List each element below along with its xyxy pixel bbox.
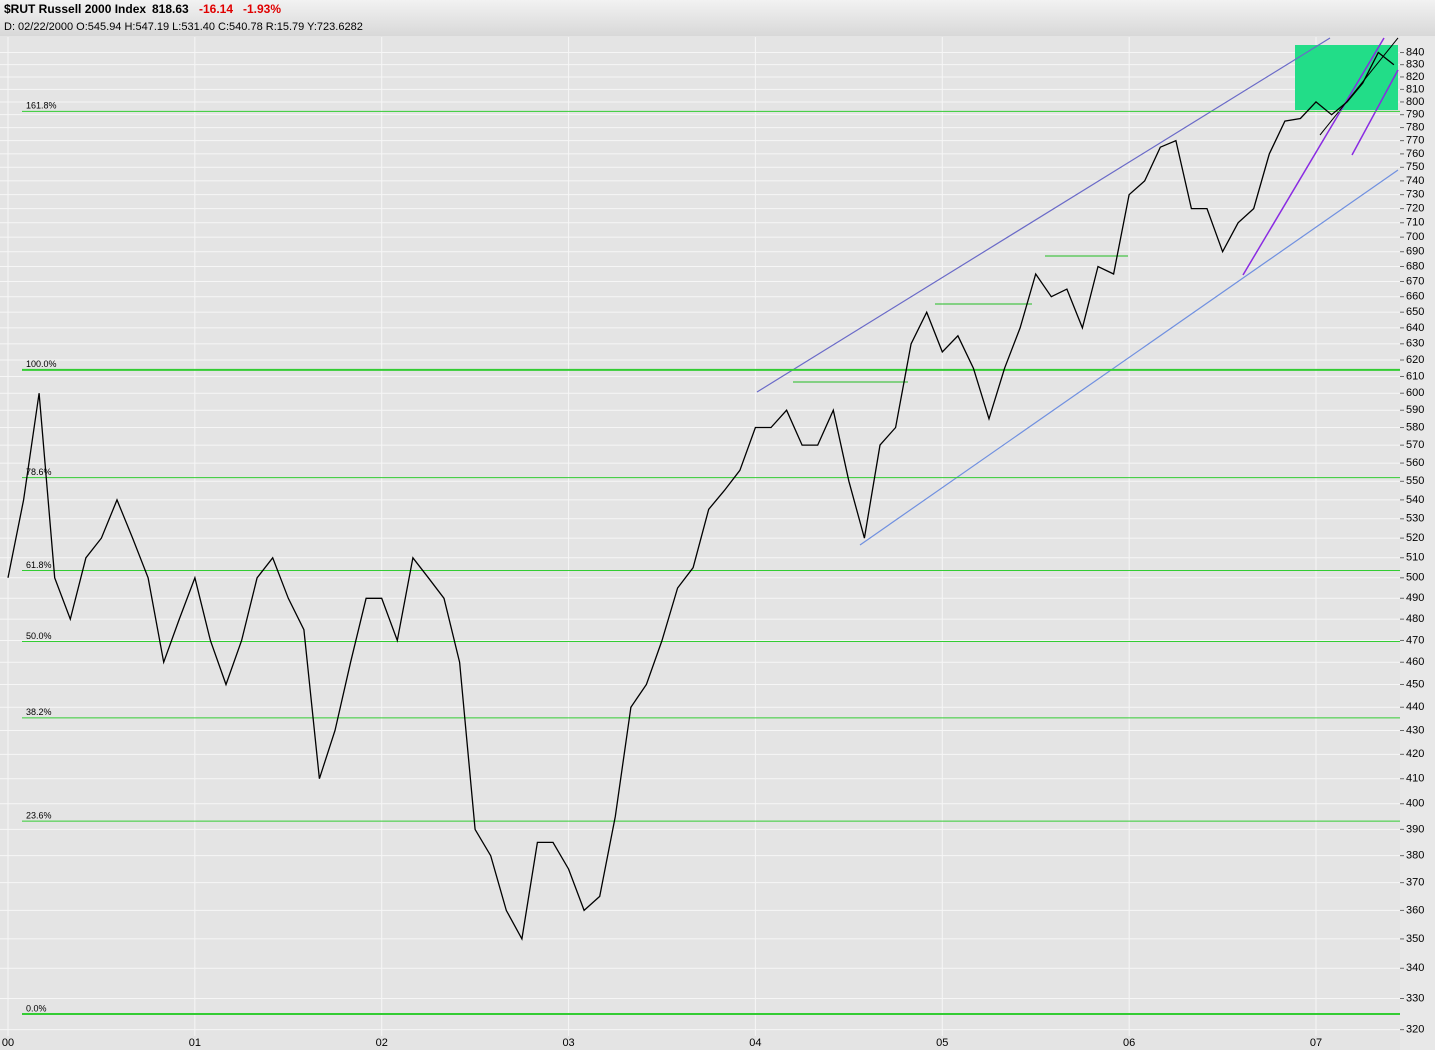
y-tick-label: 780 [1406, 121, 1424, 133]
x-tick-label: 02 [376, 1037, 388, 1049]
y-tick-label: 440 [1406, 701, 1424, 713]
y-tick-label: 790 [1406, 109, 1424, 121]
fib-label: 161.8% [26, 101, 57, 111]
x-tick-label: 07 [1310, 1037, 1322, 1049]
y-tick-label: 540 [1406, 494, 1424, 506]
y-tick-label: 530 [1406, 513, 1424, 525]
ohlc-info: D: 02/22/2000 O:545.94 H:547.19 L:531.40… [4, 21, 363, 33]
fib-label: 0.0% [26, 1003, 47, 1013]
y-tick-label: 570 [1406, 439, 1424, 451]
y-tick-label: 350 [1406, 933, 1424, 945]
y-tick-label: 630 [1406, 338, 1424, 350]
price-line [7, 51, 1395, 941]
y-tick-label: 740 [1406, 175, 1424, 187]
price-change-pct: -1.93% [243, 2, 281, 16]
y-tick-label: 750 [1406, 161, 1424, 173]
y-tick-label: 340 [1406, 962, 1424, 974]
fib-label: 23.6% [26, 810, 52, 820]
chart-title: $RUT Russell 2000 Index [4, 2, 146, 16]
y-tick-label: 370 [1406, 877, 1424, 889]
fib-label: 61.8% [26, 560, 52, 570]
y-tick-label: 720 [1406, 203, 1424, 215]
y-tick-label: 760 [1406, 148, 1424, 160]
y-tick-label: 650 [1406, 306, 1424, 318]
y-tick-label: 580 [1406, 421, 1424, 433]
x-tick-label: 04 [749, 1037, 761, 1049]
y-tick-label: 380 [1406, 850, 1424, 862]
y-tick-label: 610 [1406, 370, 1424, 382]
header-bar [0, 0, 1435, 36]
y-tick-label: 770 [1406, 135, 1424, 147]
y-tick-label: 520 [1406, 532, 1424, 544]
y-tick-label: 620 [1406, 354, 1424, 366]
y-tick-label: 330 [1406, 992, 1424, 1004]
y-tick-label: 840 [1406, 46, 1424, 58]
fib-label: 38.2% [26, 707, 52, 717]
y-tick-label: 390 [1406, 823, 1424, 835]
y-tick-label: 320 [1406, 1024, 1424, 1036]
y-tick-label: 470 [1406, 634, 1424, 646]
y-tick-label: 360 [1406, 904, 1424, 916]
highlight-box [1295, 45, 1398, 110]
y-tick-label: 690 [1406, 246, 1424, 258]
y-tick-label: 460 [1406, 656, 1424, 668]
y-tick-label: 500 [1406, 572, 1424, 584]
trend-line [756, 37, 1331, 393]
y-axis-area [1400, 36, 1435, 1050]
y-tick-label: 490 [1406, 592, 1424, 604]
y-tick-label: 430 [1406, 724, 1424, 736]
fib-label: 100.0% [26, 359, 57, 369]
y-tick-label: 600 [1406, 387, 1424, 399]
trend-line [1242, 37, 1385, 276]
y-tick-label: 420 [1406, 748, 1424, 760]
y-tick-label: 640 [1406, 322, 1424, 334]
y-tick-label: 830 [1406, 59, 1424, 71]
x-tick-label: 00 [2, 1037, 14, 1049]
y-tick-label: 820 [1406, 71, 1424, 83]
y-tick-label: 660 [1406, 291, 1424, 303]
drawings [756, 37, 1399, 546]
y-tick-label: 400 [1406, 798, 1424, 810]
grid [0, 37, 1400, 1036]
x-tick-label: 03 [562, 1037, 574, 1049]
fib-levels: 161.8% 100.0% 78.6% 61.8% 50.0% 38.2% 23.6% 0.0… [22, 101, 1400, 1015]
y-tick-label: 590 [1406, 404, 1424, 416]
y-tick-label: 510 [1406, 552, 1424, 564]
y-tick-label: 730 [1406, 189, 1424, 201]
fib-label: 50.0% [26, 631, 52, 641]
y-tick-label: 810 [1406, 83, 1424, 95]
x-tick-label: 01 [189, 1037, 201, 1049]
y-tick-label: 700 [1406, 231, 1424, 243]
fib-label: 78.6% [26, 467, 52, 477]
price-change: -16.14 [199, 2, 233, 16]
y-tick-label: 800 [1406, 96, 1424, 108]
plot [7, 51, 1395, 941]
trend-line [1319, 37, 1399, 136]
y-tick-label: 710 [1406, 217, 1424, 229]
x-tick-label: 05 [936, 1037, 948, 1049]
y-tick-label: 450 [1406, 678, 1424, 690]
y-tick-label: 670 [1406, 275, 1424, 287]
last-price: 818.63 [152, 2, 189, 16]
y-tick-label: 410 [1406, 773, 1424, 785]
y-tick-label: 480 [1406, 613, 1424, 625]
trend-line [859, 169, 1399, 546]
y-tick-label: 550 [1406, 475, 1424, 487]
y-tick-label: 560 [1406, 457, 1424, 469]
trend-line [1351, 69, 1399, 156]
x-tick-label: 06 [1123, 1037, 1135, 1049]
y-tick-label: 680 [1406, 260, 1424, 272]
